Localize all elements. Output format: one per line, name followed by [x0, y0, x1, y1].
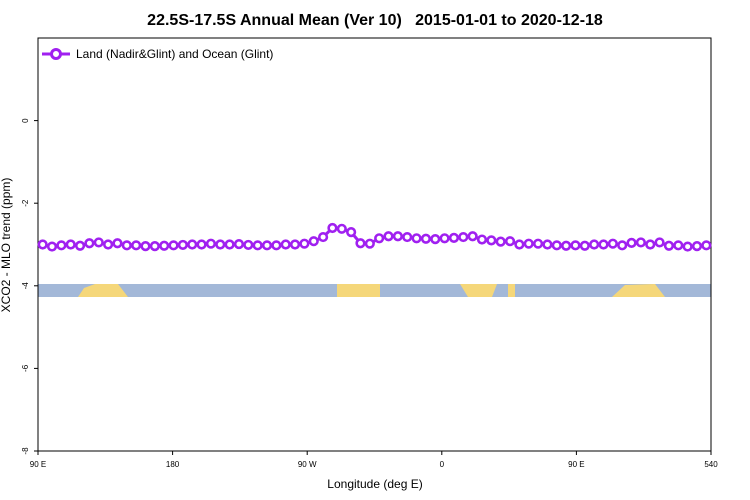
data-point — [542, 239, 553, 250]
data-point — [607, 238, 618, 249]
data-point — [523, 238, 534, 249]
y-axis-label: XCO2 - MLO trend (ppm) — [0, 178, 13, 313]
data-point — [645, 239, 656, 250]
data-point — [439, 233, 450, 244]
data-point — [205, 238, 217, 249]
data-point — [327, 222, 338, 234]
data-point — [140, 241, 151, 252]
data-point — [476, 234, 488, 245]
x-tick-label: 90 W — [298, 460, 317, 469]
data-point — [215, 239, 226, 250]
y-tick-label: -6 — [21, 364, 30, 372]
data-point — [177, 239, 188, 251]
data-point — [673, 240, 684, 251]
land-segment — [612, 284, 665, 297]
data-point — [121, 240, 132, 251]
legend-marker — [50, 48, 62, 60]
data-point — [420, 233, 432, 244]
data-point — [112, 238, 123, 249]
land-segment — [508, 284, 515, 297]
data-point — [458, 231, 469, 243]
x-tick-label: 90 E — [568, 460, 584, 469]
data-point — [159, 240, 170, 251]
legend: Land (Nadir&Glint) and Ocean (Glint) — [42, 47, 273, 61]
data-point — [383, 231, 394, 242]
data-point — [598, 239, 609, 250]
data-point — [532, 238, 544, 249]
data-point — [168, 240, 179, 251]
data-point — [149, 241, 160, 252]
data-point — [654, 237, 665, 248]
data-point — [196, 239, 207, 250]
data-point — [495, 236, 506, 247]
data-point — [392, 231, 403, 242]
y-tick-label: -8 — [21, 447, 30, 455]
data-point — [336, 223, 347, 234]
land-segment — [460, 284, 497, 297]
data-point — [514, 239, 525, 250]
data-point — [261, 240, 273, 251]
data-point — [626, 237, 637, 248]
data-point — [430, 234, 441, 245]
data-point — [299, 238, 310, 249]
land-segment — [78, 284, 128, 297]
data-point — [65, 239, 76, 250]
data-point — [411, 233, 422, 244]
chart-title: 22.5S-17.5S Annual Mean (Ver 10) 2015-01… — [147, 12, 603, 29]
data-point — [280, 239, 291, 250]
data-point — [364, 238, 375, 249]
data-point — [346, 227, 357, 238]
data-point — [103, 239, 114, 250]
x-tick-label: 540 — [704, 460, 718, 469]
land-segment — [337, 284, 380, 297]
data-point — [663, 240, 675, 251]
x-tick-label: 180 — [166, 460, 180, 469]
x-tick-label: 90 E — [30, 460, 46, 469]
data-point — [561, 240, 572, 251]
data-point — [271, 240, 282, 251]
data-point — [317, 231, 329, 243]
y-tick-label: -4 — [21, 282, 30, 290]
data-point — [355, 238, 366, 249]
x-tick-label: 0 — [440, 460, 445, 469]
data-point — [252, 240, 263, 251]
data-point — [374, 233, 385, 244]
data-point — [701, 240, 712, 251]
x-axis-label: Longitude (deg E) — [327, 477, 422, 491]
data-point — [551, 240, 562, 251]
data-point — [131, 240, 142, 251]
data-point — [224, 239, 235, 250]
data-point — [93, 237, 104, 248]
data-point — [570, 240, 581, 251]
legend-label: Land (Nadir&Glint) and Ocean (Glint) — [76, 47, 273, 61]
data-point — [289, 239, 301, 250]
data-point — [46, 241, 58, 252]
data-point — [486, 235, 497, 246]
data-point — [74, 240, 86, 251]
data-point — [56, 240, 67, 251]
data-point — [682, 241, 693, 252]
data-point — [308, 236, 319, 247]
data-point — [617, 240, 628, 251]
data-point — [691, 241, 703, 252]
data-point — [187, 239, 198, 250]
data-point — [579, 240, 590, 251]
data-point — [635, 237, 646, 248]
data-point — [467, 231, 478, 242]
data-point — [448, 232, 460, 243]
surface-band — [38, 284, 711, 297]
data-point — [37, 239, 48, 250]
data-point — [233, 238, 245, 250]
data-point — [504, 236, 516, 247]
y-tick-label: -2 — [21, 199, 30, 207]
data-point — [243, 239, 254, 251]
data-point — [402, 231, 413, 243]
data-point — [589, 239, 600, 250]
data-point — [84, 238, 95, 249]
y-tick-label: 0 — [21, 118, 30, 123]
